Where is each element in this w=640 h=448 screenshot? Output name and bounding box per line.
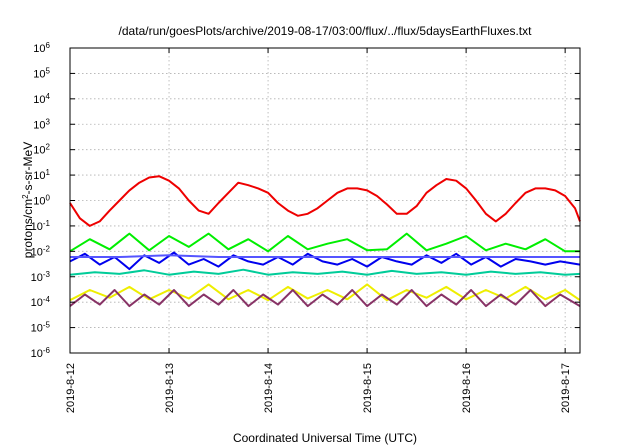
series-group [69,175,581,308]
y-tick-label: 10-6 [31,346,51,361]
y-axis-title-rest: -s-sr-MeV [21,142,35,195]
series-line-7 [69,175,581,227]
y-tick-label: 104 [33,91,50,106]
x-tick-label: 2019-8-13 [164,363,176,413]
y-tick-label: 100 [33,193,50,208]
y-tick-label: 103 [33,117,50,132]
series-line-2 [69,232,580,253]
series-line-1 [69,268,581,276]
series-line-4 [70,254,580,258]
y-tick-label: 102 [33,142,50,157]
chart-title: /data/run/goesPlots/archive/2019-08-17/0… [119,24,533,38]
x-tick-label: 2019-8-17 [560,363,572,413]
y-tick-label: 105 [33,66,50,81]
y-axis-title-base: protons/cm [21,199,35,258]
y-tick-label: 10-5 [31,320,51,335]
y-tick-label: 10-1 [31,218,51,233]
y-tick-label: 106 [33,41,50,56]
y-tick-label: 10-4 [31,295,51,310]
x-tick-label: 2019-8-15 [362,363,374,413]
series-line-5 [69,283,581,302]
x-tick-label: 2019-8-16 [461,363,473,413]
y-axis-title: protons/cm2-s-sr-MeV [21,142,36,258]
series-line-3 [69,251,581,271]
grid [70,48,580,353]
y-axis: 10-6 10-5 10-4 10-3 10-2 10-1 100 101 102 103 104 1… [31,41,580,361]
x-axis-title: Coordinated Universal Time (UTC) [233,431,417,445]
x-tick-label: 2019-8-14 [263,363,275,413]
x-axis: 2019-8-12 2019-8-13 2019-8-14 2019-8-15 2019… [65,48,572,413]
y-tick-label: 101 [33,168,50,183]
y-tick-label: 10-2 [31,244,51,258]
y-tick-label: 10-3 [31,269,51,284]
x-tick-label: 2019-8-12 [65,363,77,413]
y-axis-title-sup: 2 [21,194,30,199]
series-line-6 [69,289,581,308]
